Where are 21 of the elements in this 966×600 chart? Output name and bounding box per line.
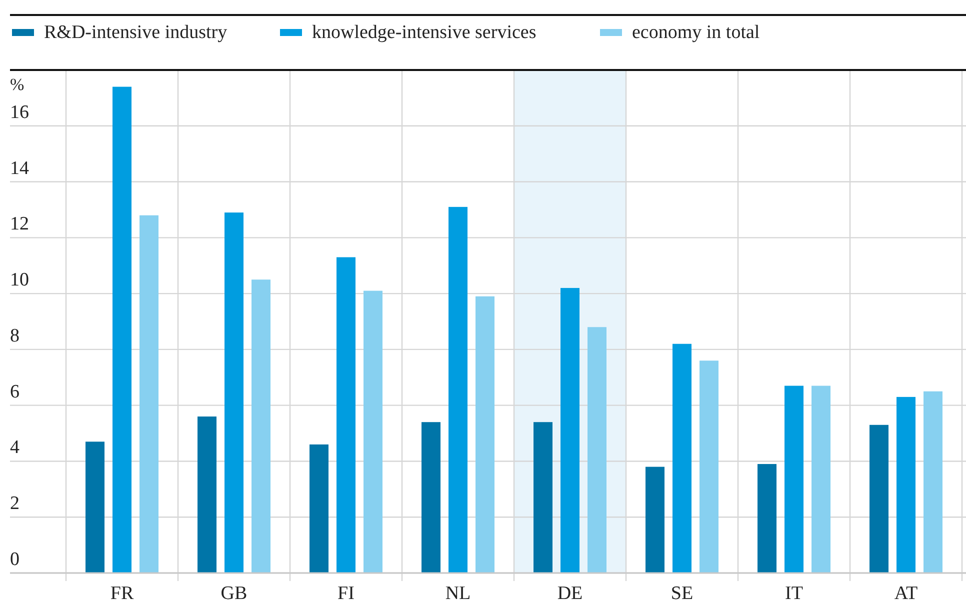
y-axis-title: % <box>10 75 24 94</box>
x-tick-label: NL <box>445 583 471 600</box>
y-tick-label: 2 <box>10 493 20 514</box>
y-tick-label: 10 <box>10 270 29 291</box>
legend-label: R&D-intensive industry <box>44 22 228 43</box>
y-tick-label: 0 <box>10 549 20 570</box>
x-tick-label: FI <box>338 583 354 600</box>
y-tick-label: 8 <box>10 325 20 346</box>
legend-label: economy in total <box>632 22 760 43</box>
y-tick-label: 14 <box>10 158 30 179</box>
x-tick-label: AT <box>894 583 918 600</box>
x-tick-label: IT <box>785 583 804 600</box>
y-tick-label: 16 <box>10 102 29 123</box>
x-tick-label: GB <box>220 583 248 600</box>
y-tick-label: 6 <box>10 381 20 402</box>
x-tick-label: FR <box>110 583 134 600</box>
legend-label: knowledge-intensive services <box>312 22 536 43</box>
x-tick-label: DE <box>557 583 583 600</box>
y-tick-label: 4 <box>10 437 20 458</box>
y-tick-label: 12 <box>10 214 29 235</box>
x-tick-label: SE <box>670 583 694 600</box>
